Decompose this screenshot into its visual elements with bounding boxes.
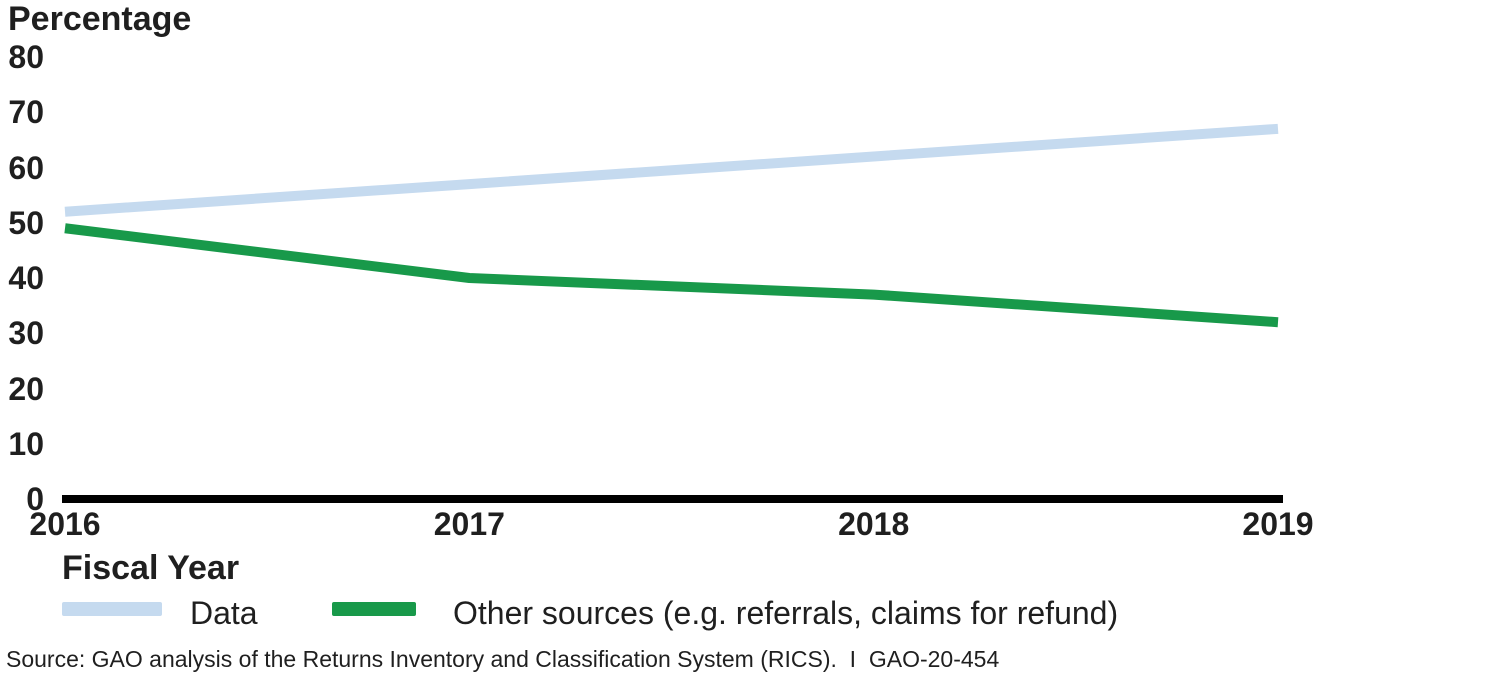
x-tick-label-2019: 2019 <box>1242 506 1314 542</box>
series-line-other-sources <box>64 223 1279 328</box>
x-axis-line <box>62 495 1283 503</box>
legend-swatch-data <box>62 602 162 616</box>
y-tick-label-0: 0 <box>26 481 44 517</box>
y-tick-label-30: 30 <box>8 315 44 352</box>
y-tick-label-60: 60 <box>8 149 44 186</box>
legend-label-other-sources: Other sources (e.g. referrals, claims fo… <box>453 595 1119 631</box>
y-tick-label-20: 20 <box>8 370 44 407</box>
y-tick-label-70: 70 <box>8 94 44 131</box>
x-tick-label-2017: 2017 <box>433 506 505 542</box>
y-tick-label-40: 40 <box>8 260 44 296</box>
x-tick-label-2016: 2016 <box>29 506 101 542</box>
legend-swatch-other-sources <box>332 602 416 616</box>
legend-label-data: Data <box>190 595 258 631</box>
series-line-data <box>64 123 1279 217</box>
source-citation: Source: GAO analysis of the Returns Inve… <box>6 646 1000 672</box>
x-tick-label-2018: 2018 <box>838 506 910 542</box>
y-axis-title: Percentage <box>8 0 192 38</box>
x-axis-title: Fiscal Year <box>62 549 240 587</box>
y-tick-label-50: 50 <box>8 204 44 241</box>
y-tick-label-80: 80 <box>8 39 44 75</box>
y-tick-label-10: 10 <box>8 425 44 462</box>
